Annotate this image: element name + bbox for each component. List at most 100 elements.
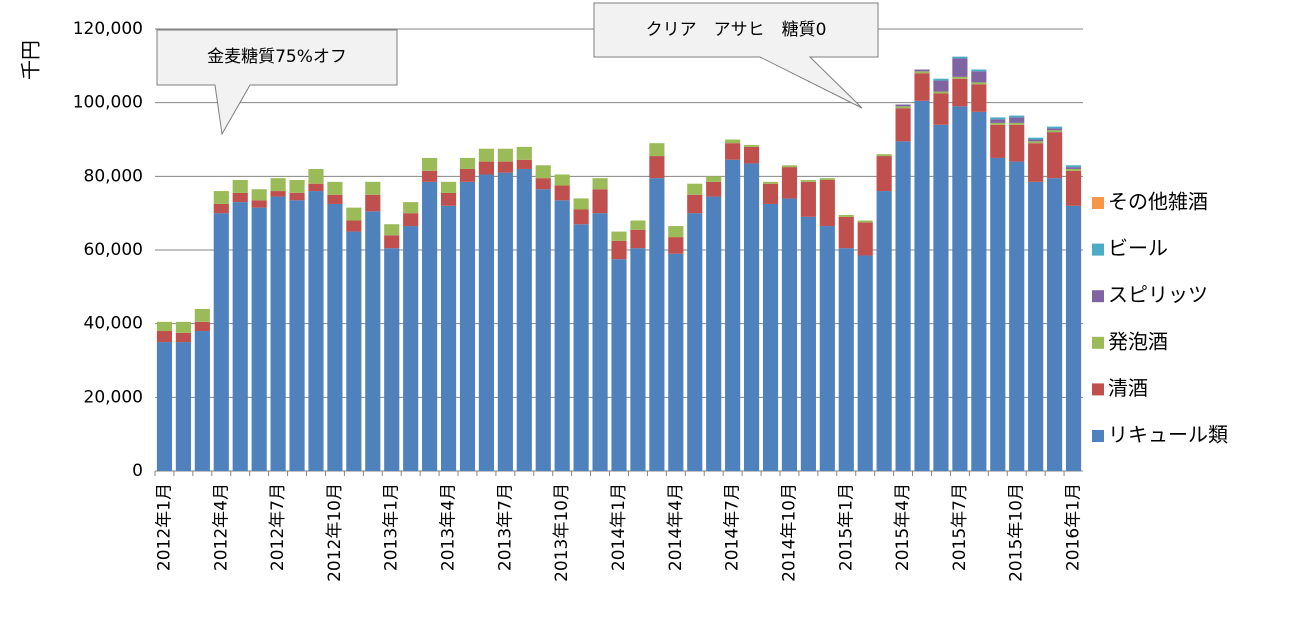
bar-segment [251,189,267,201]
legend-swatch [1092,243,1104,256]
bar-segment [876,156,892,192]
bar-segment [346,231,362,471]
bar-segment [384,235,400,249]
bar-segment [1009,117,1025,123]
bar-segment [289,200,305,471]
bar-segment [1028,143,1044,182]
y-tick-label: 0 [132,461,143,481]
bar-segment [819,178,835,181]
x-tick-label: 2013年4月 [439,483,459,571]
bar-segment [630,220,646,230]
bar-segment [365,211,381,471]
bar-segment [1028,137,1044,140]
bar-segment [516,146,532,160]
bar-segment [384,224,400,236]
bar-segment [289,192,305,201]
bar-segment [876,154,892,157]
bar-segment [251,200,267,208]
bar-segment [687,213,703,471]
bar-segment [194,321,210,332]
bar-segment [403,202,419,214]
legend-swatch [1092,197,1104,209]
bar-segment [668,226,684,238]
bar-segment [649,156,665,179]
bar-segment [762,181,779,184]
callout-shape [156,29,398,136]
legend-swatch [1092,430,1104,442]
bar-segment [687,194,703,214]
bar-segment [1028,139,1044,142]
x-tick-label: 2012年1月 [154,483,174,571]
x-tick-label: 2014年4月 [666,483,686,571]
bar-segment [1065,165,1082,168]
bar-segment [649,143,665,157]
bar-segment [611,259,627,471]
bar-segment [422,181,438,471]
bar-segment [1047,130,1063,133]
x-tick-label: 2014年1月 [609,483,629,571]
bar-segment [327,181,343,195]
bar-segment [857,255,873,471]
bar-segment [270,196,286,471]
x-tick-label: 2016年1月 [1064,483,1084,571]
legend-swatch [1092,336,1104,349]
bar-segment [1065,167,1082,169]
bar-segment [952,56,968,59]
x-tick-label: 2015年7月 [950,483,970,571]
bar-segment [1047,126,1063,129]
bar-segment [1047,178,1063,472]
bar-segment [459,181,476,471]
bar-segment [592,213,608,471]
bar-segment [971,84,987,112]
bar-segment [440,181,457,193]
bar-segment [800,180,816,182]
bar-segment [346,220,362,232]
bar-segment [346,207,362,221]
callout: 金麦糖質75%オフ [156,29,398,136]
bar-segment [1065,205,1082,472]
bar-segment [725,159,741,471]
legend-text: その他雑酒 [1108,190,1208,214]
bar-segment [895,141,911,471]
bar-segment [1028,181,1044,471]
bar-segment [895,108,911,142]
bar-segment [933,91,949,94]
bar-segment [251,207,267,471]
bar-segment [213,213,229,471]
bar-segment [308,168,324,184]
y-tick-label: 80,000 [84,166,143,186]
bar-segment [838,216,854,249]
bar-segment [895,104,911,107]
bar-segment [819,180,835,227]
x-tick-label: 2014年10月 [779,483,799,582]
bar-segment [630,248,646,471]
bar-segment [440,192,457,206]
bar-segment [1009,161,1025,471]
bar-segment [573,198,589,210]
bar-segment [706,176,722,182]
bar-segment [952,58,968,77]
bar-segment [914,69,930,72]
bar-segment [1009,122,1025,125]
legend-text: スピリッツ [1108,283,1208,307]
bar-segment [819,226,835,471]
bar-segment [933,80,949,92]
bar-segment [232,192,248,203]
bar-segment [857,220,873,223]
legend-text: 清酒 [1108,376,1148,400]
bar-segment [384,248,400,471]
bar-segment [668,237,684,254]
bar-segment [933,78,949,81]
legend-text: 発泡酒 [1108,329,1168,353]
bar-segment [308,183,324,192]
bar-segment [592,189,608,214]
bar-segment [725,143,741,160]
bar-segment [327,194,343,204]
bar-segment [838,215,854,217]
bar-segment [857,222,873,256]
bar-segment [440,205,457,472]
y-tick-label: 60,000 [84,240,143,260]
legend-swatch [1092,290,1104,303]
bar-segment [895,106,911,109]
